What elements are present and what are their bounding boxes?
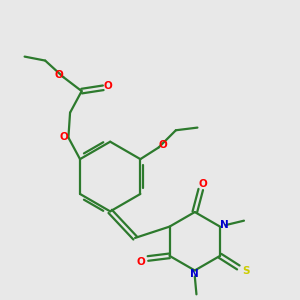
Text: O: O	[158, 140, 167, 150]
Text: O: O	[198, 178, 207, 188]
Text: O: O	[137, 257, 146, 267]
Text: O: O	[60, 132, 68, 142]
Text: S: S	[242, 266, 249, 276]
Text: O: O	[104, 81, 112, 91]
Text: O: O	[54, 70, 63, 80]
Text: N: N	[220, 220, 228, 230]
Text: N: N	[190, 269, 199, 279]
